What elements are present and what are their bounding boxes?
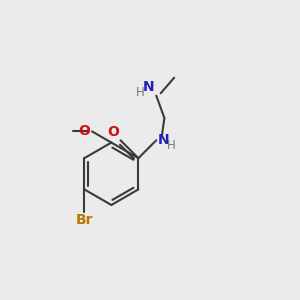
Text: H: H — [167, 139, 176, 152]
Text: O: O — [107, 125, 119, 139]
Text: N: N — [143, 80, 155, 94]
Text: H: H — [136, 85, 144, 99]
Text: O: O — [79, 124, 91, 137]
Text: Br: Br — [76, 213, 93, 227]
Text: N: N — [158, 133, 170, 147]
